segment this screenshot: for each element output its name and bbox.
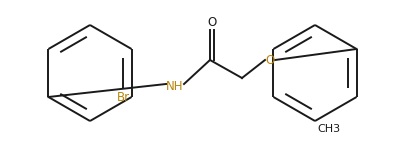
Text: O: O (207, 15, 217, 29)
Text: O: O (265, 54, 275, 66)
Text: NH: NH (166, 80, 184, 92)
Text: Br: Br (116, 91, 129, 103)
Text: CH3: CH3 (317, 124, 340, 134)
